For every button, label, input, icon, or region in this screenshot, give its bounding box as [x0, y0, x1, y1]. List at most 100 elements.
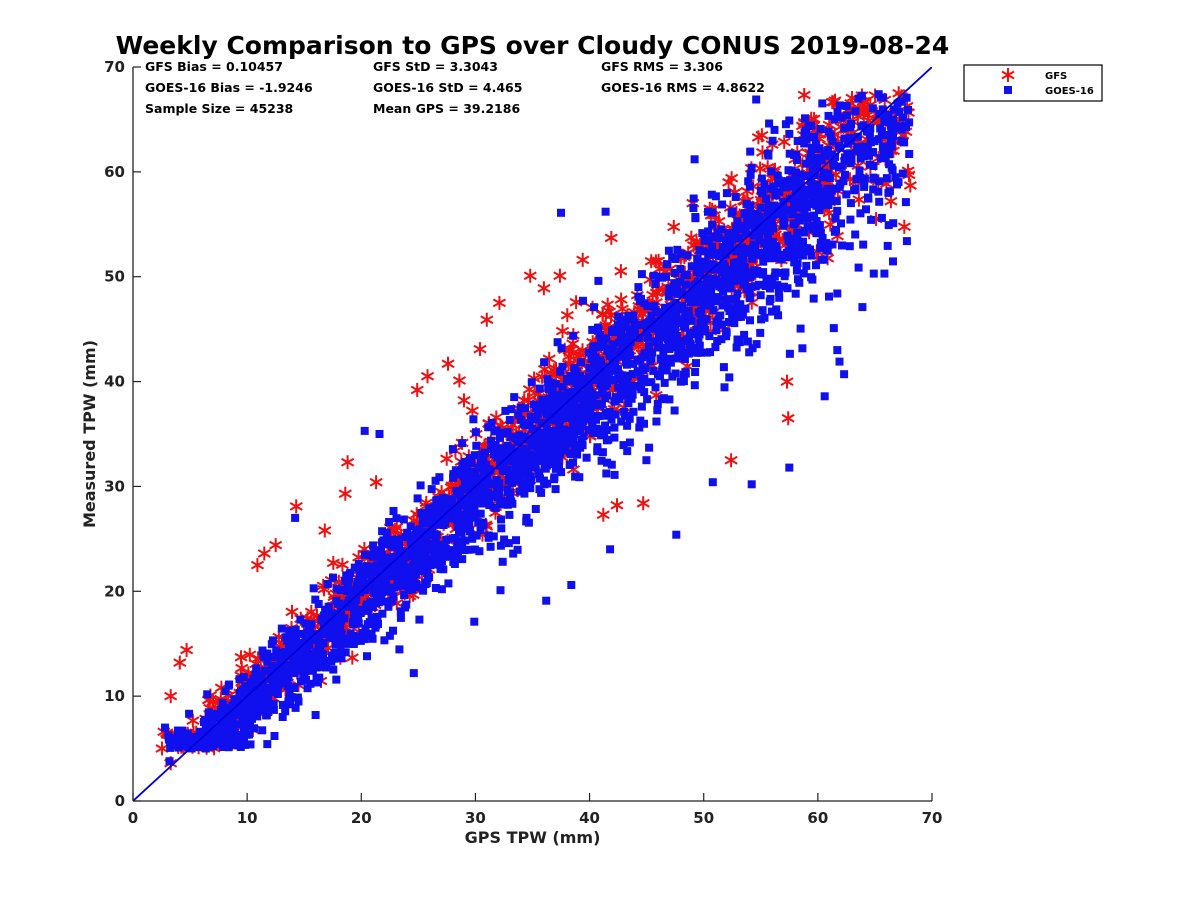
goes16-point [682, 270, 690, 279]
goes16-point [780, 177, 789, 186]
goes16-point [782, 183, 791, 192]
goes16-point [670, 406, 679, 415]
goes16-point [762, 217, 771, 226]
goes16-point [627, 394, 636, 403]
gfs-point [155, 741, 169, 756]
goes16-point [882, 112, 891, 121]
goes16-point [611, 410, 620, 419]
goes16-point [329, 665, 338, 674]
goes16-point [664, 246, 673, 255]
goes16-point [610, 328, 619, 337]
goes16-point [418, 511, 427, 520]
goes16-point [741, 247, 749, 256]
goes16-point [336, 622, 345, 631]
goes16-point [833, 346, 842, 355]
goes16-point [704, 249, 713, 257]
goes16-point [846, 199, 855, 208]
goes16-point [775, 293, 784, 302]
gfs-point [610, 498, 624, 513]
goes16-point [336, 645, 345, 653]
goes16-point [767, 249, 776, 258]
goes16-point [807, 199, 816, 208]
goes16-point [854, 263, 863, 272]
goes16-point [804, 122, 813, 131]
goes16-point [572, 367, 581, 376]
goes16-point [414, 544, 423, 553]
goes16-point [656, 372, 664, 381]
goes16-point [470, 485, 479, 494]
goes16-point [601, 408, 610, 417]
goes16-point [846, 215, 855, 224]
goes16-point [842, 190, 851, 199]
goes16-point [394, 567, 403, 576]
goes16-point [441, 519, 449, 528]
goes16-point [812, 229, 821, 238]
goes16-point [312, 630, 321, 639]
goes16-point [661, 310, 670, 319]
goes16-point [382, 571, 391, 580]
goes16-point [645, 443, 654, 452]
goes16-point [333, 640, 342, 648]
goes16-point [800, 128, 809, 137]
goes16-point [611, 397, 620, 406]
gfs-point [341, 455, 355, 470]
goes16-point [774, 268, 783, 277]
goes16-point [889, 120, 898, 128]
goes16-point [889, 257, 897, 266]
goes16-point [475, 491, 484, 500]
goes16-point [331, 609, 339, 618]
goes16-point [521, 445, 530, 454]
goes16-point [646, 323, 655, 332]
goes16-point [592, 376, 601, 384]
goes16-point [597, 431, 606, 440]
goes16-point [360, 426, 369, 435]
goes16-point [329, 573, 337, 582]
goes16-point [756, 223, 765, 232]
goes16-point [506, 433, 515, 442]
goes16-point [293, 643, 302, 652]
goes16-point [526, 412, 535, 421]
goes16-point [902, 93, 911, 102]
goes16-point [372, 585, 381, 594]
goes16-point [565, 375, 574, 383]
goes16-point [841, 170, 849, 179]
goes16-point [679, 370, 688, 379]
goes16-point [718, 281, 727, 290]
goes16-point [432, 560, 440, 569]
goes16-point [601, 382, 610, 391]
gfs-point [797, 88, 811, 102]
goes16-point [705, 262, 714, 271]
goes16-point [549, 426, 558, 435]
goes16-point [820, 150, 829, 159]
goes16-point [256, 671, 265, 680]
goes16-point [659, 394, 668, 403]
goes16-point [889, 115, 898, 124]
goes16-point [728, 312, 737, 321]
goes16-point [394, 535, 402, 544]
goes16-point [234, 741, 242, 750]
goes16-point [700, 289, 709, 298]
goes16-point [893, 99, 902, 108]
goes16-point [343, 634, 352, 643]
gfs-point [452, 373, 467, 388]
goes16-point [831, 214, 840, 223]
goes16-point [685, 339, 694, 348]
goes16-point [327, 624, 336, 633]
goes16-point [672, 530, 681, 539]
goes16-point [762, 253, 771, 262]
goes16-point [732, 343, 741, 352]
goes16-point [716, 311, 725, 320]
goes16-point [476, 509, 485, 518]
goes16-point [542, 424, 551, 433]
goes16-point [532, 403, 540, 412]
goes16-point [472, 531, 481, 540]
goes16-point [597, 400, 606, 409]
goes16-point [295, 629, 304, 638]
goes16-point [241, 682, 250, 691]
goes16-point [299, 672, 308, 681]
goes16-point [425, 540, 434, 549]
gfs-point [724, 453, 738, 468]
goes16-series [161, 90, 914, 766]
goes16-point [637, 270, 646, 279]
goes16-point [280, 667, 289, 676]
